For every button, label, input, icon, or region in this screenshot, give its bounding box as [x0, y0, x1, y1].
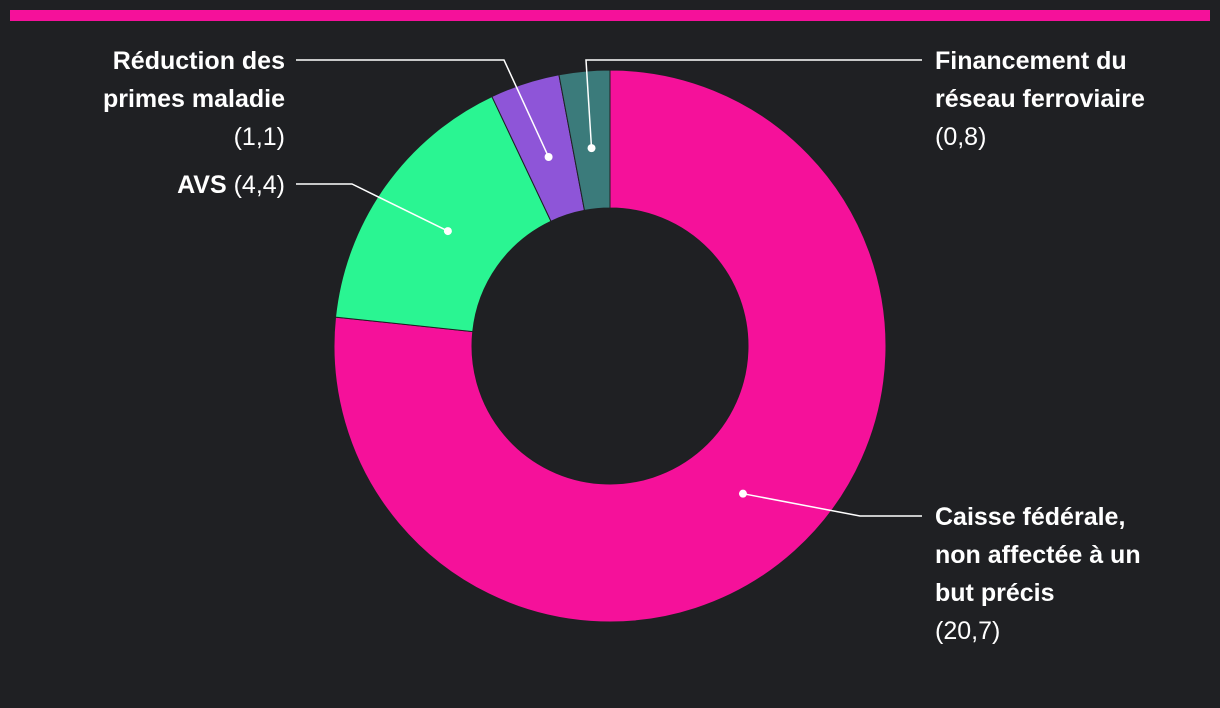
leader-reduction-primes-dot: [544, 153, 553, 162]
label-caisse-value: (20,7): [935, 617, 1001, 645]
label-financement-ferroviaire: Financement du réseau ferroviaire (0,8): [935, 42, 1195, 156]
leader-financement-ferroviaire-dot: [587, 144, 596, 153]
label-avs-name: AVS: [177, 171, 227, 199]
leader-caisse-federale-dot: [738, 489, 747, 498]
label-financement-value: (0,8): [935, 123, 987, 151]
label-reduction-primes-value: (1,1): [233, 123, 285, 151]
label-financement-name: Financement du réseau ferroviaire: [935, 47, 1145, 113]
label-reduction-primes: Réduction des primes maladie (1,1): [45, 42, 285, 156]
slice-avs: [334, 95, 552, 333]
slice-caisse-federale: [333, 69, 887, 623]
label-avs: AVS (4,4): [177, 166, 285, 204]
top-accent-bar: [10, 10, 1210, 21]
leader-caisse-federale: [742, 492, 922, 517]
label-caisse-name: Caisse fédérale, non affectée à un but p…: [935, 503, 1141, 607]
slice-financement-ferroviaire: [558, 69, 611, 211]
label-caisse-federale: Caisse fédérale, non affectée à un but p…: [935, 498, 1170, 650]
label-reduction-primes-name: Réduction des primes maladie: [102, 47, 285, 113]
leader-reduction-primes: [296, 59, 550, 158]
leader-avs-dot: [443, 227, 452, 236]
leader-financement-ferroviaire: [585, 59, 922, 149]
leader-avs: [296, 183, 449, 232]
label-avs-value: (4,4): [233, 171, 285, 199]
